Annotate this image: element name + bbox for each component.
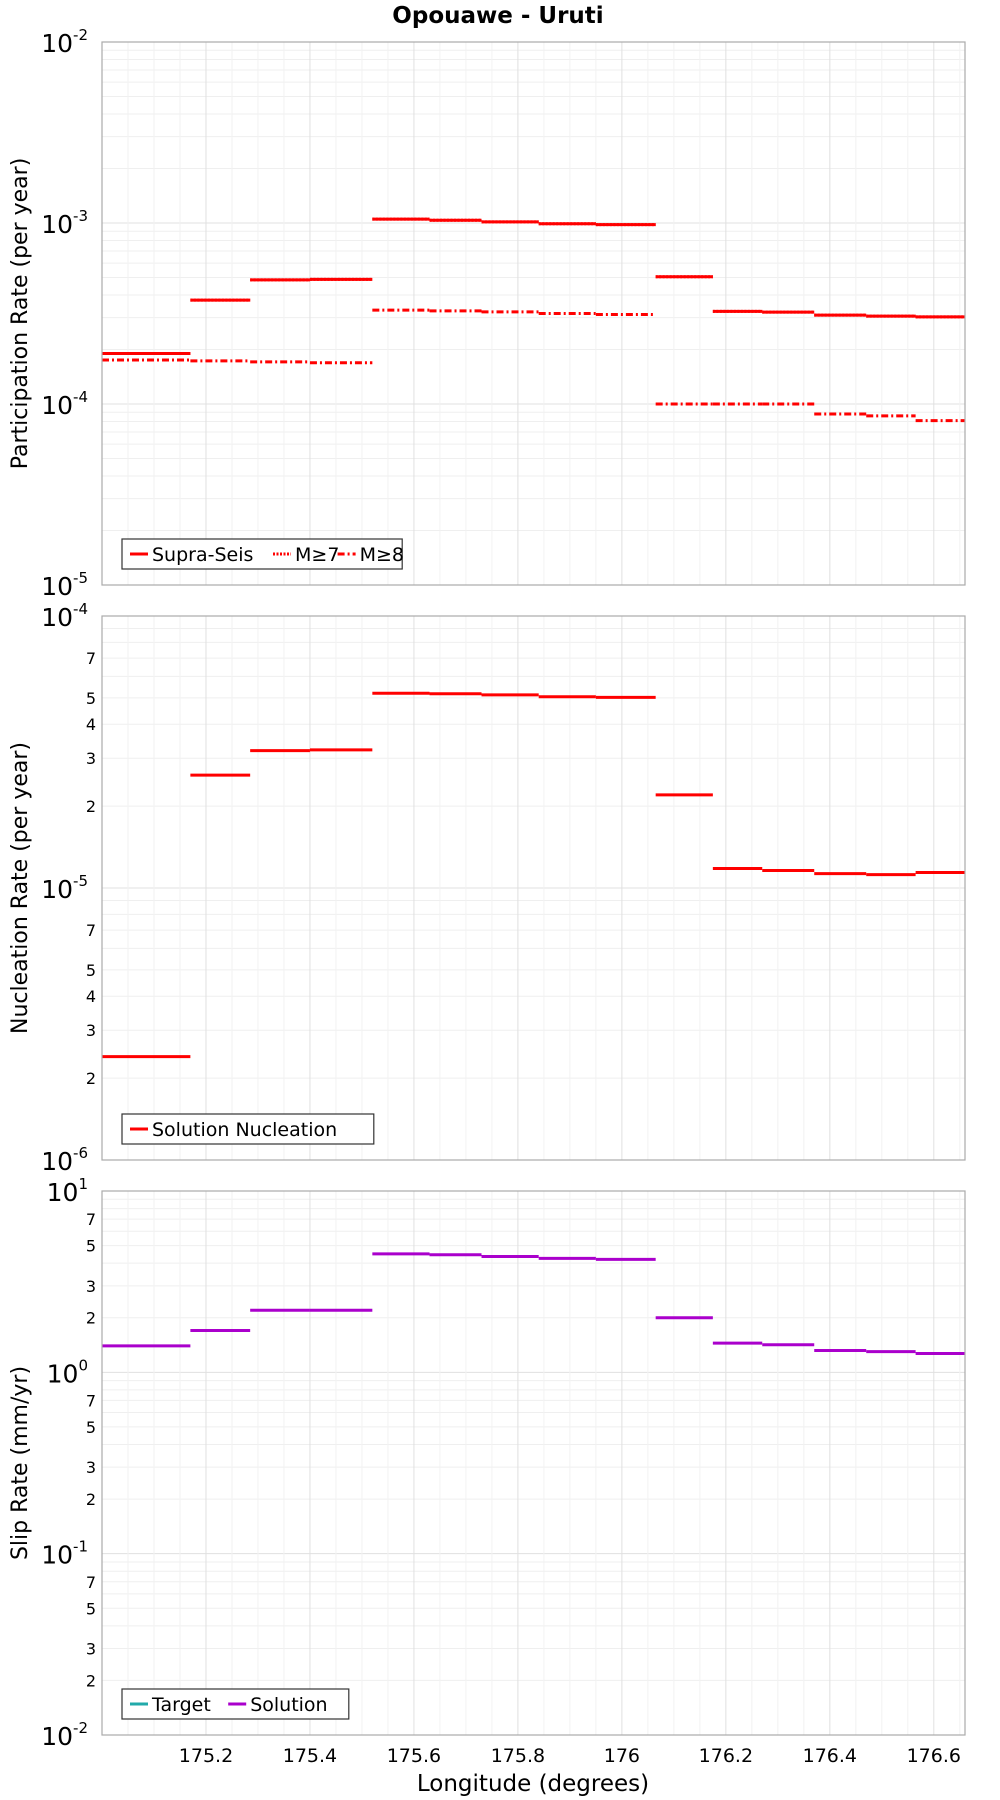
chart-panel-3: 101 100 10-1 10-2 7 5 3 2 7 5 3 2 7 5 3 2 Slip Rate (mm/…: [8, 1175, 966, 1751]
y-minor-tick-label: 7: [86, 1391, 96, 1410]
y-minor-tick-label: 4: [86, 987, 96, 1006]
legend-box: [121, 1113, 375, 1145]
legend-label: Solution: [250, 1694, 327, 1716]
chart-title: Opouawe - Uruti: [392, 3, 603, 29]
y-axis-label: Participation Rate (per year): [8, 158, 33, 470]
series-m-8: [102, 308, 965, 423]
y-tick-label: 100: [47, 1356, 88, 1388]
legend-label: Solution Nucleation: [152, 1119, 337, 1141]
y-minor-tick-label: 4: [86, 715, 96, 734]
y-tick-label: 10-3: [41, 207, 88, 239]
y-minor-tick-label: 5: [86, 961, 96, 980]
y-minor-tick-label: 7: [86, 1210, 96, 1229]
y-minor-tick-label: 5: [86, 1237, 96, 1256]
y-axis-label: Slip Rate (mm/yr): [8, 1366, 33, 1560]
y-tick-label: 10-5: [41, 872, 88, 904]
y-axis-label: Nucleation Rate (per year): [8, 742, 33, 1034]
legend: Supra-Seis M≥7 M≥8: [121, 538, 404, 570]
plot-frame: [101, 41, 966, 586]
y-tick-label: 10-2: [41, 26, 88, 58]
chart-panel-1: 10-2 10-3 10-4 10-5 Participation Rate (per …: [8, 26, 966, 601]
y-minor-tick-label: 7: [86, 1573, 96, 1592]
y-minor-tick-label: 3: [86, 749, 96, 768]
y-tick-label: 10-1: [41, 1538, 88, 1570]
x-tick-label: 176: [604, 1745, 640, 1767]
y-tick-label: 10-2: [41, 1719, 88, 1751]
legend-box: [121, 1688, 350, 1720]
y-minor-tick-label: 3: [86, 1639, 96, 1658]
y-minor-tick-label: 7: [86, 649, 96, 668]
y-minor-tick-label: 2: [86, 1309, 96, 1328]
y-minor-tick-label: 5: [86, 689, 96, 708]
series-m-7: [102, 217, 965, 356]
legend-label: M≥7: [295, 544, 339, 566]
y-tick-label: 10-5: [41, 569, 88, 601]
y-minor-tick-label: 2: [86, 1069, 96, 1088]
y-minor-tick-label: 2: [86, 1490, 96, 1509]
x-tick-label: 176.2: [699, 1745, 753, 1767]
y-tick-label: 10-6: [41, 1144, 88, 1176]
x-tick-label: 175.4: [283, 1745, 337, 1767]
series-supra-seis: [102, 217, 965, 356]
y-minor-tick-label: 3: [86, 1458, 96, 1477]
legend: Target Solution: [121, 1688, 350, 1720]
series-solution: [102, 1252, 965, 1356]
y-minor-tick-label: 2: [86, 1671, 96, 1690]
plot-frame: [101, 615, 966, 1161]
x-tick-label: 175.6: [387, 1745, 441, 1767]
y-tick-label: 10-4: [41, 388, 88, 420]
x-tick-label: 175.8: [491, 1745, 545, 1767]
chart-panel-2: 10-4 10-5 10-6 7 5 4 3 2 7 5 4 3 2 Nucleation Rate (p…: [8, 600, 966, 1176]
legend-label: M≥8: [360, 544, 404, 566]
y-minor-tick-label: 5: [86, 1599, 96, 1618]
y-minor-tick-label: 7: [86, 921, 96, 940]
y-tick-label: 101: [47, 1175, 88, 1207]
x-tick-label: 175.2: [179, 1745, 233, 1767]
y-tick-label: 10-4: [41, 600, 88, 632]
legend: Solution Nucleation: [121, 1113, 375, 1145]
x-axis: 175.2 175.4 175.6 175.8 176 176.2 176.4 176.6: [179, 1745, 961, 1767]
legend-label: Target: [151, 1694, 211, 1716]
y-minor-tick-label: 3: [86, 1277, 96, 1296]
y-minor-tick-label: 2: [86, 797, 96, 816]
y-minor-tick-label: 5: [86, 1418, 96, 1437]
legend-label: Supra-Seis: [152, 544, 253, 566]
y-minor-tick-label: 3: [86, 1021, 96, 1040]
plot-frame: [101, 1190, 966, 1736]
x-tick-label: 176.4: [803, 1745, 857, 1767]
x-tick-label: 176.6: [907, 1745, 961, 1767]
x-axis-label: Longitude (degrees): [417, 1771, 649, 1797]
series-solution-nucleation: [102, 691, 965, 1059]
